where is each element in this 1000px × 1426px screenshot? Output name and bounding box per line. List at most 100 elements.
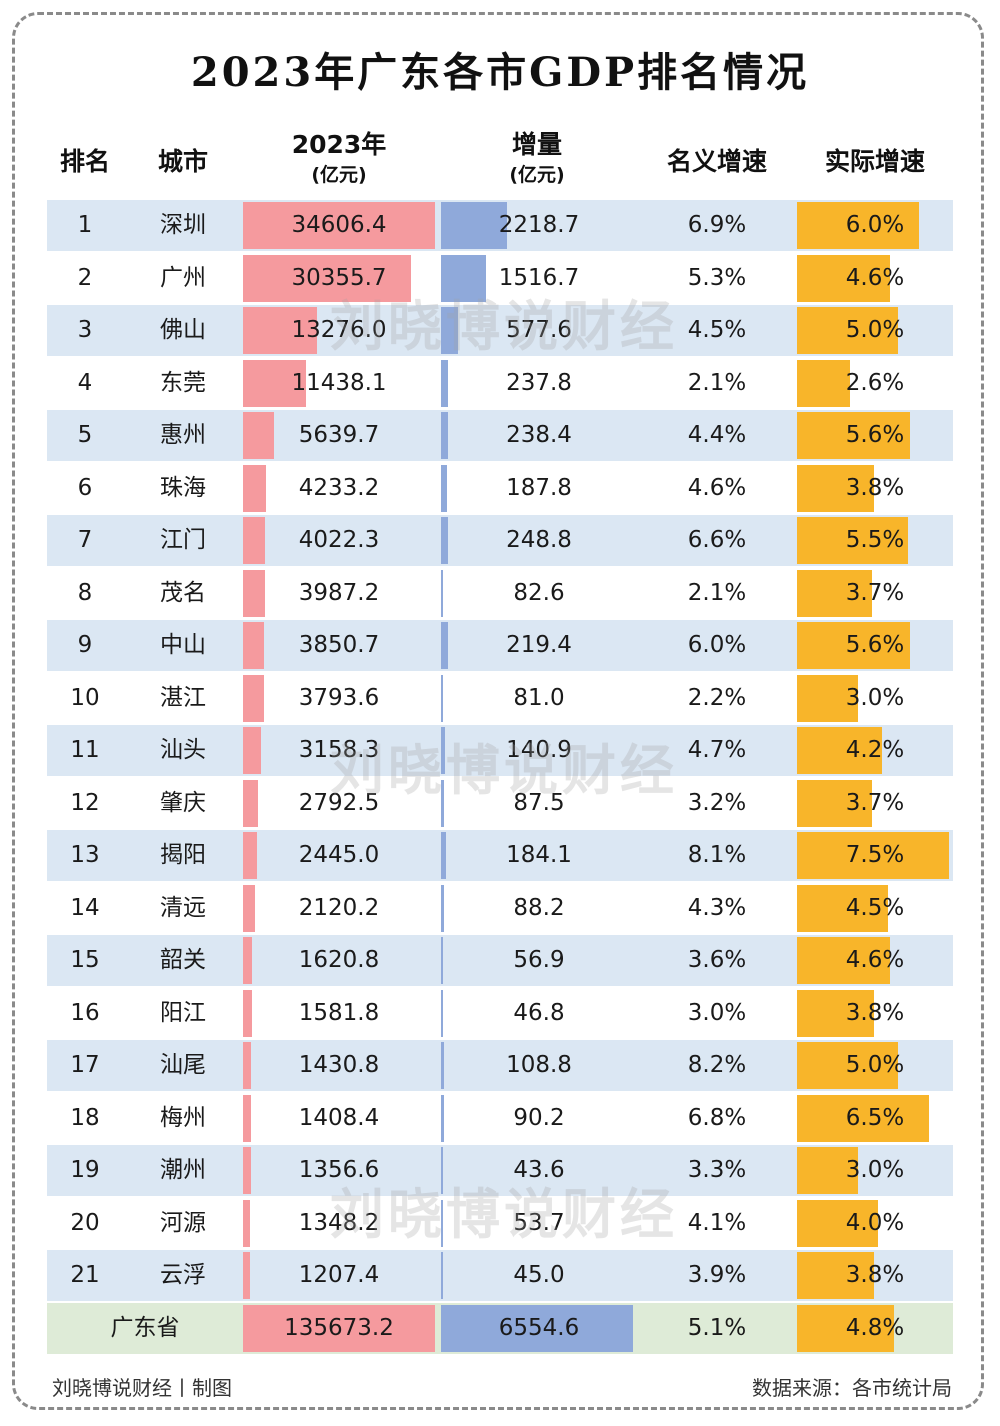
real-growth: 5.0% [845, 317, 905, 343]
table-row: 12 肇庆 2792.5 87.5 3.2% 3.7% [47, 778, 953, 829]
real-growth-bar [797, 307, 899, 354]
nominal-growth: 5.3% [687, 264, 747, 291]
city-cell: 潮州 [160, 1157, 206, 1183]
rank-cell: 9 [77, 632, 93, 658]
city-cell: 湛江 [160, 684, 206, 711]
increase-value: 248.8 [506, 527, 572, 553]
gdp-value: 2445.0 [298, 842, 380, 868]
city-cell: 茂名 [160, 579, 206, 606]
table-row: 7 江门 4022.3 248.8 6.6% 5.5% [47, 515, 953, 566]
real-growth-bar [797, 884, 889, 932]
increase-value: 88.2 [513, 894, 565, 921]
real-growth-bar [797, 779, 872, 827]
increase-bar [441, 307, 459, 354]
increase-bar [441, 832, 447, 879]
table-row: 4 东莞 11438.1 237.8 2.1% 2.6% [47, 358, 953, 409]
nominal-growth: 3.0% [687, 999, 747, 1026]
total-label: 广东省 [110, 1314, 180, 1341]
increase-bar [441, 1199, 443, 1247]
rank-cell: 6 [77, 474, 93, 501]
dashed-frame [12, 12, 984, 1410]
rank-cell: 7 [77, 527, 93, 553]
real-growth-bar [797, 1252, 874, 1299]
watermark-2: 刘晓博说财经 [330, 739, 678, 802]
gdp-bar [243, 832, 257, 879]
increase-value: 2218.7 [498, 212, 580, 238]
real-growth-bar [797, 254, 891, 302]
gdp-value: 4233.2 [298, 474, 380, 501]
table-row: 11 汕头 3158.3 140.9 4.7% 4.2% [47, 725, 953, 776]
gdp-value: 4022.3 [298, 527, 380, 553]
real-growth-bar [797, 412, 911, 459]
real-growth-bar [797, 202, 919, 249]
gdp-bar [243, 359, 307, 407]
table-row: 1 深圳 34606.4 2218.7 6.9% 6.0% [47, 200, 953, 251]
footer-source: 数据来源：各市统计局 [752, 1376, 952, 1400]
header-gdp: 2023年 (亿元) [291, 130, 387, 186]
nominal-growth: 6.6% [687, 527, 747, 553]
footer-credit: 刘晓博说财经丨制图 [52, 1376, 232, 1400]
increase-bar [441, 622, 448, 669]
rank-cell: 4 [77, 369, 93, 396]
rank-cell: 8 [77, 579, 93, 606]
table-row: 14 清远 2120.2 88.2 4.3% 4.5% [47, 883, 953, 934]
nominal-growth: 4.6% [687, 474, 747, 501]
real-growth-bar [797, 622, 911, 669]
gdp-bar [243, 1094, 251, 1142]
increase-bar [441, 359, 449, 407]
city-cell: 韶关 [160, 947, 206, 973]
city-cell: 汕尾 [160, 1052, 206, 1078]
real-growth: 4.0% [845, 1209, 905, 1236]
gdp-bar [243, 622, 265, 669]
nominal-growth: 4.3% [687, 894, 747, 921]
increase-value: 238.4 [506, 422, 572, 448]
rank-cell: 20 [70, 1209, 100, 1236]
increase-bar [441, 884, 444, 932]
total-real-growth-bar [797, 1304, 895, 1352]
gdp-value: 1408.4 [298, 1104, 380, 1131]
header-increase: 增量 (亿元) [509, 130, 565, 186]
header-nominal: 名义增速 [666, 147, 767, 176]
nominal-growth: 6.8% [687, 1104, 747, 1131]
increase-value: 53.7 [513, 1209, 565, 1236]
table-row: 16 阳江 1581.8 46.8 3.0% 3.8% [47, 988, 953, 1039]
header-city: 城市 [157, 147, 208, 176]
real-growth: 7.5% [845, 842, 905, 868]
real-growth-bar [797, 989, 874, 1037]
nominal-growth: 4.5% [687, 317, 747, 343]
total-gdp-value: 135673.2 [284, 1314, 394, 1341]
real-growth: 3.0% [845, 684, 905, 711]
total-increase-value: 6554.6 [498, 1314, 580, 1341]
nominal-growth: 3.6% [687, 947, 747, 973]
watermark-3: 刘晓博说财经 [330, 1183, 678, 1246]
increase-bar [441, 254, 487, 302]
increase-bar [441, 517, 449, 564]
table-row: 18 梅州 1408.4 90.2 6.8% 6.5% [47, 1093, 953, 1144]
increase-value: 81.0 [513, 684, 565, 711]
real-growth: 6.5% [845, 1104, 905, 1131]
rank-cell: 3 [77, 317, 93, 343]
gdp-value: 3850.7 [298, 632, 380, 658]
increase-value: 43.6 [513, 1157, 565, 1183]
total-real-growth: 4.8% [845, 1314, 905, 1341]
city-cell: 惠州 [160, 422, 206, 448]
rank-cell: 16 [70, 999, 100, 1026]
increase-bar [441, 989, 443, 1037]
real-growth: 3.0% [845, 1157, 905, 1183]
city-cell: 中山 [160, 632, 206, 658]
real-growth: 4.6% [845, 947, 905, 973]
table-row: 13 揭阳 2445.0 184.1 8.1% 7.5% [47, 830, 953, 881]
real-growth-bar [797, 937, 891, 984]
real-growth: 4.5% [845, 894, 905, 921]
real-growth-bar [797, 832, 949, 879]
watermark-1: 刘晓博说财经 [330, 295, 678, 358]
rank-cell: 18 [70, 1104, 100, 1131]
increase-value: 46.8 [513, 999, 565, 1026]
city-cell: 东莞 [160, 369, 206, 396]
nominal-growth: 6.0% [687, 632, 747, 658]
city-cell: 广州 [160, 264, 206, 291]
gdp-bar [243, 1252, 250, 1299]
table-row: 2 广州 30355.7 1516.7 5.3% 4.6% [47, 253, 953, 304]
increase-value: 140.9 [506, 737, 572, 763]
real-growth-bar [797, 464, 874, 512]
